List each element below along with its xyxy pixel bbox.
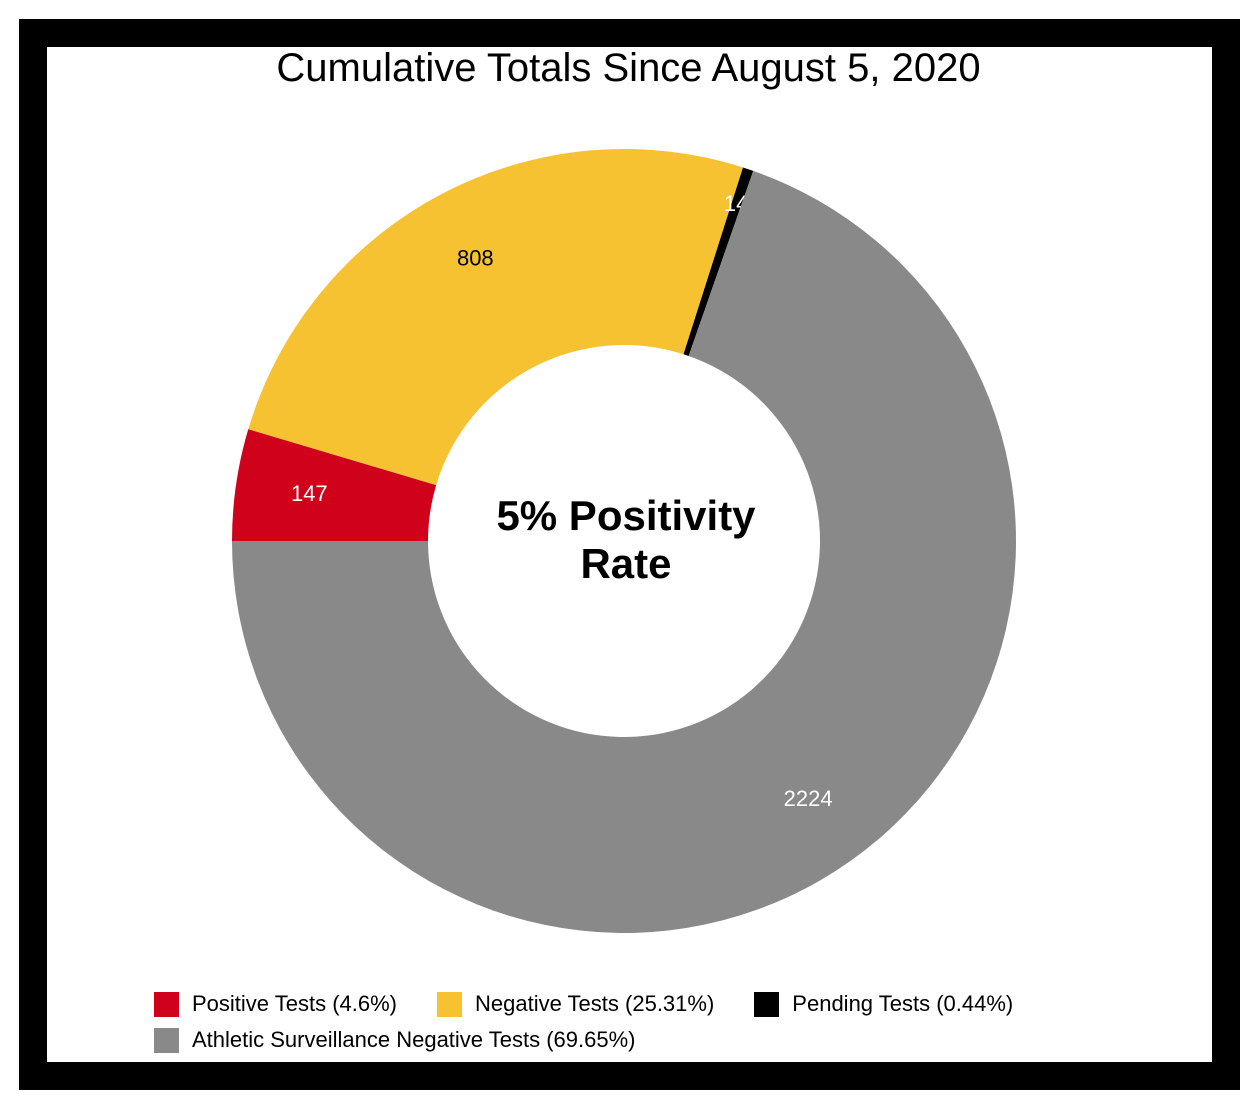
data-label-athletic: 2224 (784, 786, 833, 811)
legend-item-athletic: Athletic Surveillance Negative Tests (69… (154, 1027, 635, 1053)
legend-label-pending: Pending Tests (0.44%) (792, 991, 1014, 1016)
slice-negative (248, 148, 744, 486)
legend-label-positive: Positive Tests (4.6%) (192, 991, 398, 1016)
data-label-negative: 808 (457, 246, 494, 271)
legend-swatch-pending (754, 991, 780, 1017)
slice-athletic (232, 170, 1016, 934)
center-label-line-1: 5% Positivity (496, 492, 756, 539)
legend-item-negative: Negative Tests (25.31%) (437, 991, 714, 1017)
data-label-positive: 147 (291, 481, 328, 506)
legend-swatch-athletic (154, 1027, 179, 1053)
legend-swatch-negative (437, 991, 463, 1017)
legend-row-2: Athletic Surveillance Negative Tests (69… (154, 1022, 1154, 1058)
legend-label-negative: Negative Tests (25.31%) (475, 991, 715, 1016)
legend-label-athletic: Athletic Surveillance Negative Tests (69… (192, 1027, 636, 1052)
legend-row-1: Positive Tests (4.6%) Negative Tests (25… (154, 986, 1154, 1022)
center-label: 5% Positivity Rate (436, 492, 816, 588)
center-label-line-2: Rate (580, 540, 672, 587)
legend-item-positive: Positive Tests (4.6%) (154, 991, 397, 1017)
legend-swatch-positive (154, 991, 179, 1017)
legend-item-pending: Pending Tests (0.44%) (754, 991, 1013, 1017)
legend: Positive Tests (4.6%) Negative Tests (25… (154, 986, 1154, 1058)
slice-pending (683, 167, 754, 356)
chart-title: Cumulative Totals Since August 5, 2020 (276, 46, 981, 90)
slice-positive (232, 429, 437, 541)
